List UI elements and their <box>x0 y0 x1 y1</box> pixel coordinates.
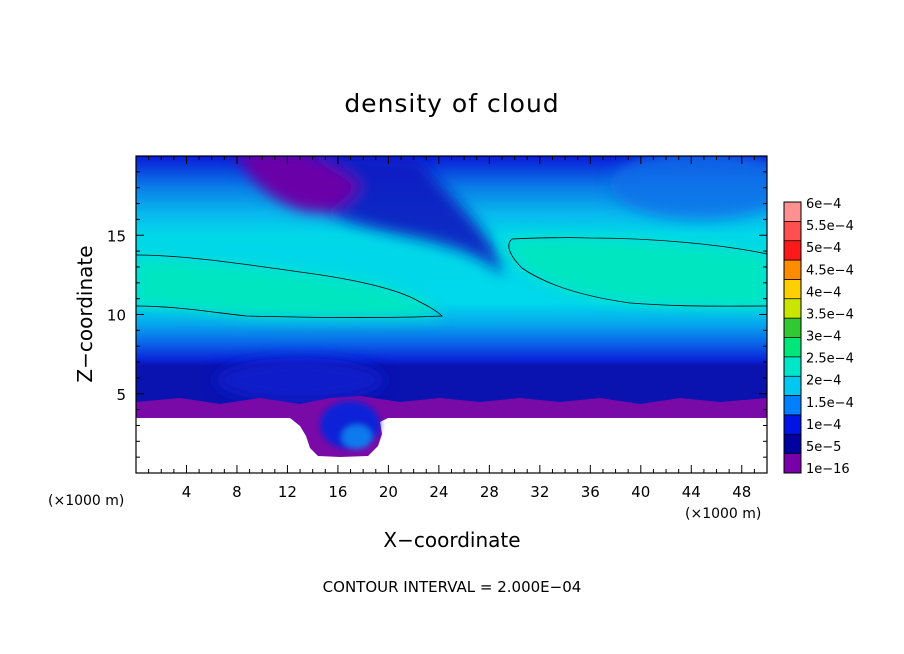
x-tick-label: 44 <box>682 483 701 501</box>
field-features <box>136 156 767 402</box>
colorbar-swatch <box>784 414 801 435</box>
colorbar: 6e−4 5.5e−4 5e−4 4.5e−4 4e−4 3.5e−4 3e−4 2.5e−4… <box>783 197 854 477</box>
contour-lines <box>136 237 767 318</box>
colorbar-swatch <box>784 337 801 358</box>
plot-area <box>136 156 767 457</box>
colorbar-swatch <box>784 279 801 300</box>
y-tick-label: 5 <box>116 386 126 404</box>
x-tick-label: 40 <box>631 483 650 501</box>
x-tick-label: 36 <box>581 483 600 501</box>
colorbar-label: 4.5e−4 <box>806 263 854 278</box>
purple-core <box>236 156 360 213</box>
colorbar-swatch <box>784 434 801 455</box>
colorbar-swatch <box>784 240 801 261</box>
mountain-core <box>320 401 380 449</box>
ground-band <box>136 396 767 457</box>
x-unit-right: (×1000 m) <box>685 506 761 522</box>
colorbar-swatch <box>784 221 801 242</box>
x-tick-label: 16 <box>328 483 347 501</box>
colorbar-swatch <box>784 260 801 280</box>
colorbar-swatch <box>784 202 801 222</box>
x-unit-left: (×1000 m) <box>48 493 124 509</box>
y-tick-labels: 5 10 15 <box>107 227 126 404</box>
colorbar-label: 5e−4 <box>806 241 841 256</box>
colorbar-swatch <box>784 395 801 416</box>
x-axis-title: X−coordinate <box>383 528 520 552</box>
chart-title: density of cloud <box>344 89 559 118</box>
y-tick-label: 10 <box>107 307 126 325</box>
x-tick-label: 8 <box>232 483 242 501</box>
contour-left <box>136 254 443 318</box>
colorbar-label: 5.5e−4 <box>806 219 854 234</box>
colorbar-label: 2e−4 <box>806 374 841 389</box>
colorbar-label: 3.5e−4 <box>806 307 854 322</box>
colorbar-label: 1e−16 <box>806 462 850 477</box>
colorbar-swatch <box>784 318 801 338</box>
y-tick-label: 15 <box>107 227 126 245</box>
band-left <box>136 258 442 318</box>
upper-right-blue <box>610 156 767 220</box>
x-tick-label: 24 <box>429 483 448 501</box>
x-tick-label: 4 <box>182 483 192 501</box>
cloud-blob-inner <box>342 425 372 449</box>
x-tick-label: 20 <box>379 483 398 501</box>
colorbar-swatch <box>784 298 801 319</box>
x-tick-labels: 4 8 12 16 20 24 28 32 36 40 44 48 <box>182 483 752 501</box>
colorbar-label: 5e−5 <box>806 440 841 455</box>
colorbar-label: 1e−4 <box>806 418 841 433</box>
colorbar-swatch <box>784 453 801 474</box>
colorbar-label: 2.5e−4 <box>806 352 854 367</box>
colorbar-swatch <box>784 356 801 377</box>
x-tick-label: 12 <box>278 483 297 501</box>
x-tick-label: 48 <box>732 483 751 501</box>
colorbar-label: 6e−4 <box>806 197 841 212</box>
colorbar-swatch <box>784 376 801 396</box>
lower-dark-patch <box>215 358 385 402</box>
x-tick-label: 32 <box>530 483 549 501</box>
x-tick-label: 28 <box>480 483 499 501</box>
purple-base <box>136 396 767 418</box>
contour-right <box>508 237 767 307</box>
contour-interval-footer: CONTOUR INTERVAL = 2.000E−04 <box>323 578 582 596</box>
colorbar-label: 3e−4 <box>806 330 841 345</box>
colorbar-label: 1.5e−4 <box>806 396 854 411</box>
y-axis-title: Z−coordinate <box>73 245 97 382</box>
colorbar-label: 4e−4 <box>806 285 841 300</box>
tick-marks <box>135 155 768 474</box>
